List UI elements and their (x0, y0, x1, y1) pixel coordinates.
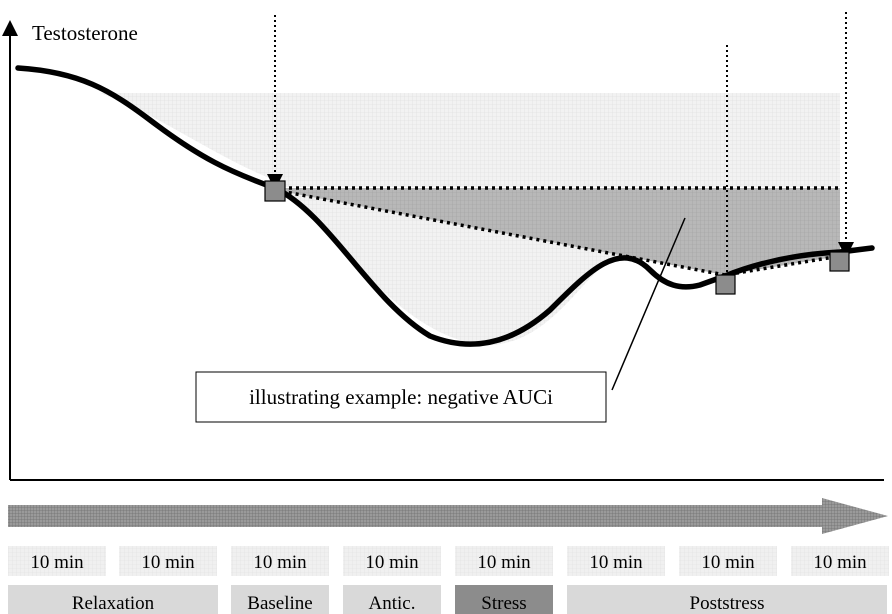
time-segment-label: 10 min (30, 552, 84, 573)
phase-label: Baseline (247, 593, 312, 614)
time-segment-box (119, 546, 217, 576)
phase-label: Stress (481, 593, 526, 614)
sample-marker-baseline (264, 180, 286, 202)
time-segment-row: 10 min 10 min 10 min 10 min 10 min 10 min 10 m… (8, 546, 889, 576)
annotation-text: illustrating example: negative AUCi (249, 385, 553, 409)
time-segment-label: 10 min (141, 552, 195, 573)
phase-box-antic (343, 585, 441, 614)
time-segment-box (343, 546, 441, 576)
time-segment-box (679, 546, 777, 576)
time-segment-box (567, 546, 665, 576)
time-segment-box (455, 546, 553, 576)
phase-label: Poststress (690, 593, 765, 614)
testosterone-curve (15, 65, 875, 347)
time-segment-box (231, 546, 329, 576)
sample-marker-post-2 (829, 251, 850, 272)
time-segment-label: 10 min (253, 552, 307, 573)
time-segment-label: 10 min (589, 552, 643, 573)
annotation-pointer (611, 217, 686, 391)
time-arrow (8, 498, 888, 534)
phase-box-poststress (567, 585, 887, 614)
auc-region (275, 188, 840, 275)
time-segment-box (791, 546, 889, 576)
sample-marker-post-1 (715, 274, 736, 295)
light-shaded-lower-region (275, 190, 725, 346)
time-segment-label: 10 min (813, 552, 867, 573)
y-axis-label: Testosterone (32, 21, 138, 45)
phase-label: Antic. (369, 593, 416, 614)
time-segment-box (8, 546, 106, 576)
time-segment-label: 10 min (477, 552, 531, 573)
phase-label: Relaxation (72, 593, 155, 614)
time-segment-label: 10 min (365, 552, 419, 573)
light-shaded-region (100, 93, 840, 187)
annotation-box (195, 371, 607, 423)
phase-box-baseline (231, 585, 329, 614)
phase-box-stress (455, 585, 553, 614)
phase-row: Relaxation Baseline Antic. Stress Poststress (8, 585, 887, 614)
time-segment-label: 10 min (701, 552, 755, 573)
phase-box-relaxation (8, 585, 218, 614)
